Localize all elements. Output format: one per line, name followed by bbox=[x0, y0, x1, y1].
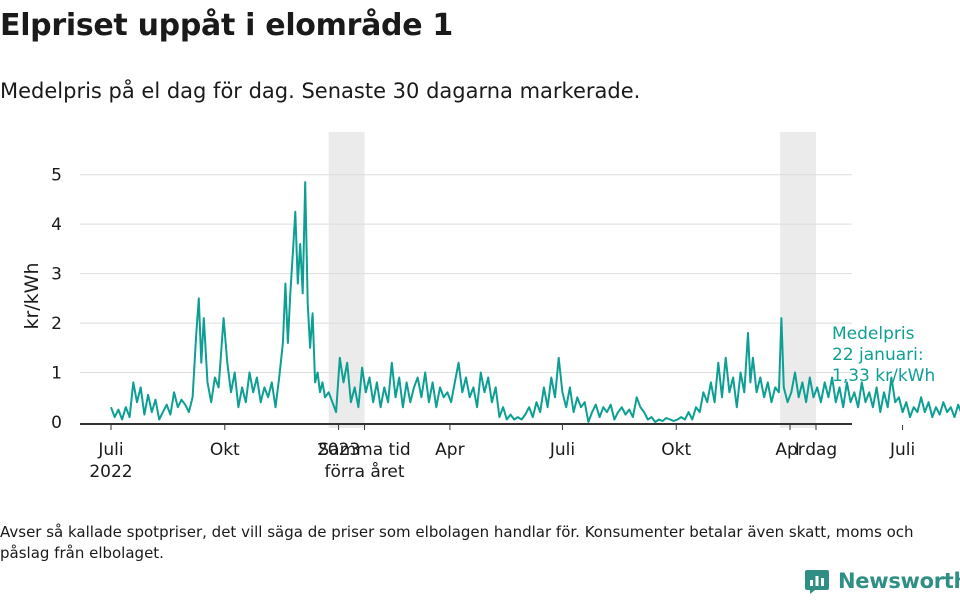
y-tick-label-0: 0 bbox=[51, 413, 62, 433]
y-axis-ticks: 0 1 2 3 4 5 bbox=[51, 166, 62, 433]
latest-value-annotation: Medelpris 22 januari: 1,33 kr/kWh bbox=[832, 324, 935, 386]
y-tick-label-2: 2 bbox=[51, 314, 62, 334]
x-tick-label-7: Samma tid förra året bbox=[318, 440, 410, 482]
highlight-band-1 bbox=[328, 132, 365, 428]
x-tick-label-1: Juli 2022 bbox=[89, 440, 132, 482]
y-tick-label-3: 3 bbox=[51, 265, 62, 285]
chart-title: Elpriset uppåt i elområde 1 bbox=[0, 8, 453, 43]
highlight-bands bbox=[328, 132, 816, 428]
grid-lines bbox=[80, 174, 852, 374]
x-tick-label-6: Okt bbox=[661, 440, 691, 460]
x-tick-label-9: Juli bbox=[889, 440, 915, 460]
series-line bbox=[110, 181, 960, 423]
newsworthy-brand: Newsworthy bbox=[804, 568, 960, 594]
x-tick-label-2: Okt bbox=[210, 440, 240, 460]
x-tick-label-10: I dag bbox=[795, 440, 837, 460]
line-chart: 0 1 2 3 4 5 Juli 2022 Okt 2023 Apr Juli Okt Samma ti… bbox=[21, 132, 960, 482]
x-tick-label-8: Apr bbox=[775, 440, 804, 460]
chart-subtitle: Medelpris på el dag för dag. Senaste 30 … bbox=[0, 79, 641, 103]
x-axis-ticks: Juli 2022 Okt 2023 Apr Juli Okt Samma tid förra … bbox=[89, 425, 915, 482]
x-tick-label-3: 2023 bbox=[317, 440, 360, 460]
y-tick-label-5: 5 bbox=[51, 166, 62, 186]
y-axis-label: kr/kWh bbox=[21, 262, 43, 329]
x-tick-label-4: Apr bbox=[435, 440, 464, 460]
x-tick-label-5: Juli bbox=[549, 440, 575, 460]
newsworthy-logo-icon bbox=[805, 570, 829, 594]
y-tick-label-1: 1 bbox=[51, 364, 62, 384]
brand-name: Newsworthy bbox=[838, 569, 960, 593]
footnote: Avser så kallade spotpriser, det vill sä… bbox=[0, 523, 914, 562]
y-tick-label-4: 4 bbox=[51, 215, 62, 235]
